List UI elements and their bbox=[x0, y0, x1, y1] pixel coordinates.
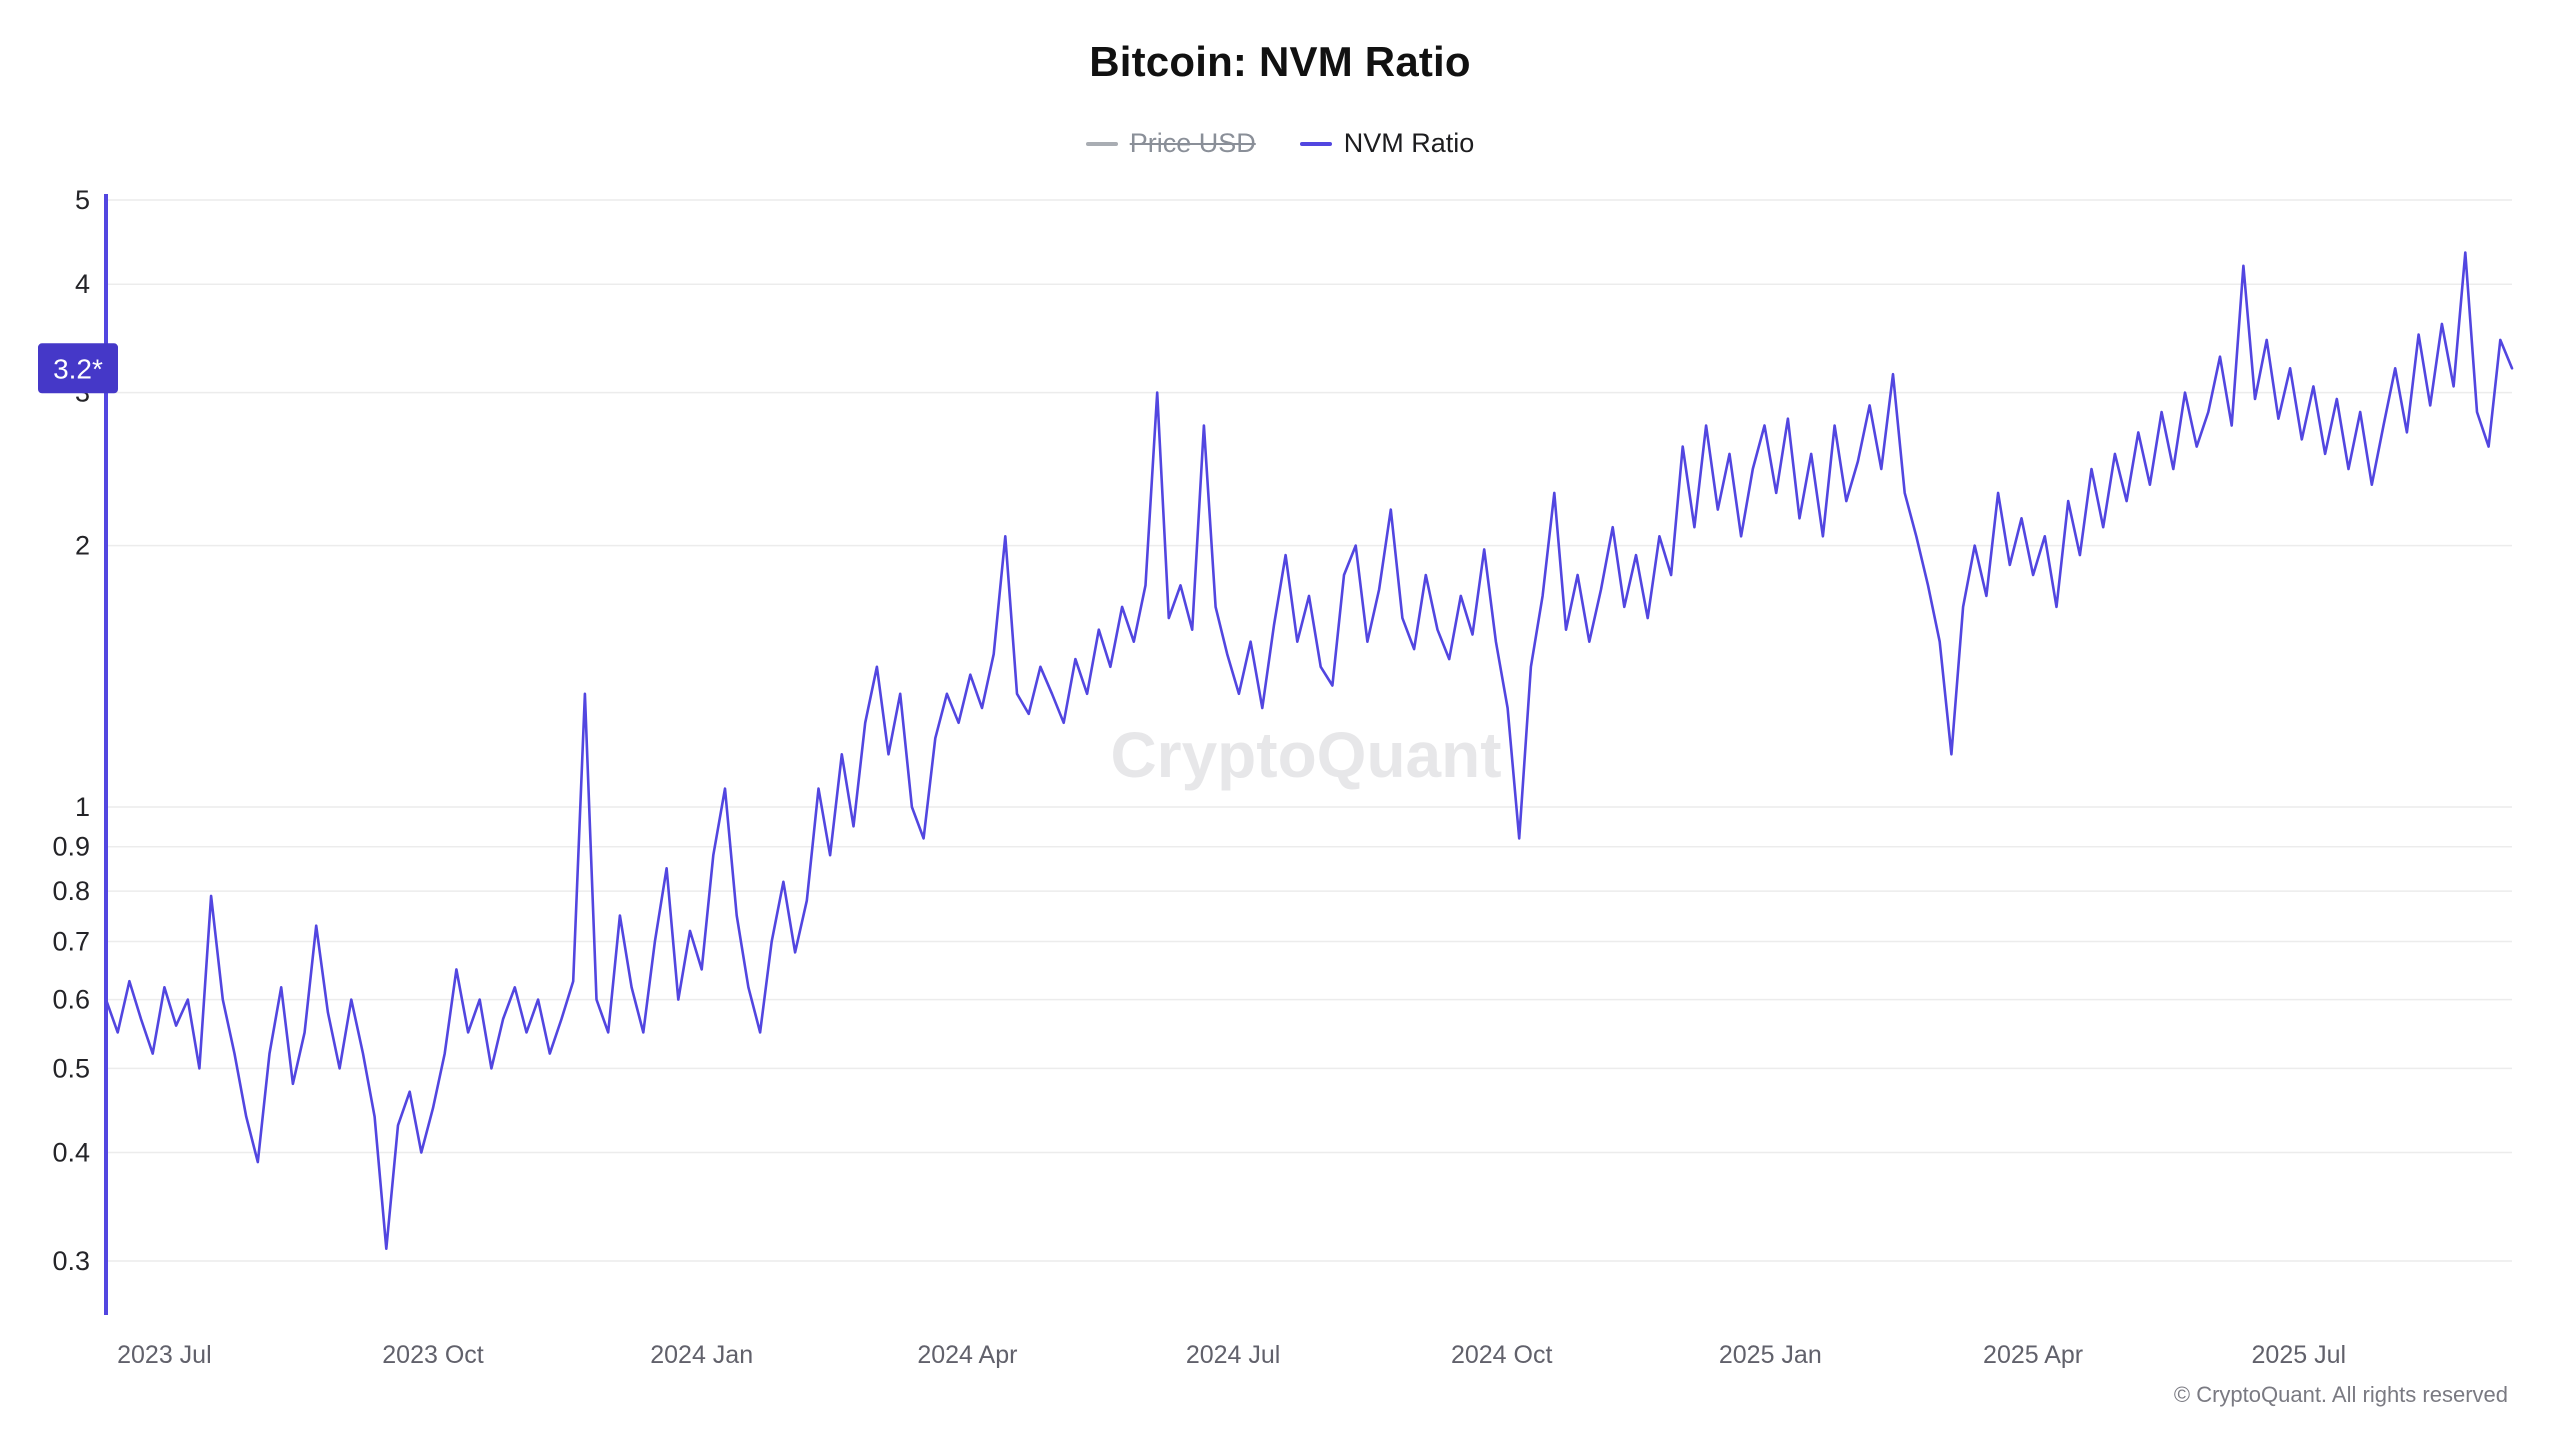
y-tick-label: 0.6 bbox=[52, 985, 90, 1015]
x-tick-label: 2024 Jul bbox=[1186, 1341, 1281, 1369]
legend-item-nvm-ratio[interactable]: NVM Ratio bbox=[1299, 128, 1475, 159]
x-tick-label: 2024 Jan bbox=[650, 1341, 753, 1369]
legend-label-nvm-ratio: NVM Ratio bbox=[1343, 128, 1475, 158]
copyright-footer: © CryptoQuant. All rights reserved bbox=[2173, 1382, 2508, 1407]
y-tick-label: 0.3 bbox=[52, 1246, 90, 1276]
x-tick-label: 2025 Jan bbox=[1719, 1341, 1822, 1369]
legend-dash-nvm-ratio bbox=[1299, 141, 1332, 146]
x-tick-label: 2023 Jul bbox=[117, 1341, 212, 1369]
nvm-ratio-line bbox=[104, 251, 2514, 1250]
y-tick-label: 0.8 bbox=[52, 876, 90, 906]
x-tick-label: 2025 Jul bbox=[2252, 1341, 2347, 1369]
x-tick-label: 2023 Oct bbox=[382, 1341, 484, 1369]
legend-item-price-usd[interactable]: Price USD bbox=[1085, 128, 1256, 159]
y-tick-label: 2 bbox=[75, 531, 90, 561]
chart-title: Bitcoin: NVM Ratio bbox=[1089, 38, 1471, 85]
y-tick-label: 1 bbox=[75, 792, 90, 822]
y-tick-label: 0.7 bbox=[52, 927, 90, 957]
y-tick-label: 0.5 bbox=[52, 1053, 90, 1083]
legend-dash-price-usd bbox=[1085, 141, 1118, 146]
x-tick-label: 2024 Apr bbox=[917, 1341, 1017, 1369]
x-tick-label: 2024 Oct bbox=[1451, 1341, 1553, 1369]
y-tick-label: 4 bbox=[75, 269, 90, 299]
y-tick-label: 0.9 bbox=[52, 832, 90, 862]
y-tick-label: 0.4 bbox=[52, 1138, 90, 1168]
legend: Price USD NVM Ratio bbox=[0, 128, 2560, 159]
last-value-badge bbox=[38, 343, 118, 394]
x-tick-label: 2025 Apr bbox=[1983, 1341, 2083, 1369]
y-tick-label: 5 bbox=[75, 185, 90, 215]
legend-label-price-usd: Price USD bbox=[1129, 128, 1256, 158]
last-value-label: 3.2* bbox=[53, 353, 103, 384]
